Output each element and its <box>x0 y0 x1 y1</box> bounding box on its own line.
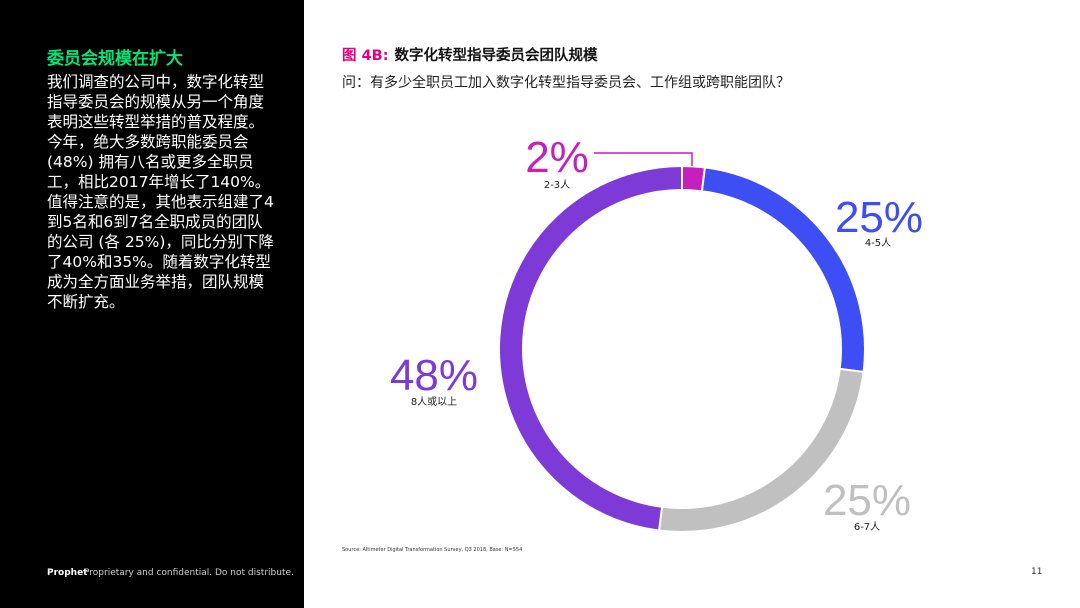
left-panel: 委员会规模在扩大 我们调查的公司中，数字化转型指导委员会的规模从另一个角度表明这… <box>0 0 304 608</box>
figure-title: 图 4B: 数字化转型指导委员会团队规模 <box>342 44 598 65</box>
leader-line <box>594 152 693 166</box>
survey-question: 问：有多少全职员工加入数字化转型指导委员会、工作组或跨职能团队？ <box>342 75 790 91</box>
slice-percent-label: 2% <box>525 133 589 182</box>
slice-category-label: 8人或以上 <box>411 396 457 408</box>
slice-percent-label: 25% <box>823 476 911 525</box>
slice-category-label: 2-3人 <box>544 179 570 191</box>
slice-percent-label: 48% <box>390 351 478 400</box>
figure-label: 图 4B: <box>342 48 389 64</box>
figure-title-text: 数字化转型指导委员会团队规模 <box>394 48 598 64</box>
panel-heading: 委员会规模在扩大 <box>47 49 183 69</box>
page-number: 11 <box>1031 567 1043 577</box>
donut-slice-8人或以上 <box>498 164 683 532</box>
source-note: Source: Altimeter Digital Transformation… <box>342 547 523 553</box>
slice-percent-label: 25% <box>835 193 923 242</box>
footer-confidential-note: Proprietary and confidential. Do not dis… <box>84 568 294 578</box>
panel-body-text: 我们调查的公司中，数字化转型指导委员会的规模从另一个角度表明这些转型举措的普及程… <box>47 73 274 311</box>
slice-category-label: 4-5人 <box>865 237 891 249</box>
slice-category-label: 6-7人 <box>854 521 880 533</box>
footer-brand: Prophet <box>47 568 88 578</box>
